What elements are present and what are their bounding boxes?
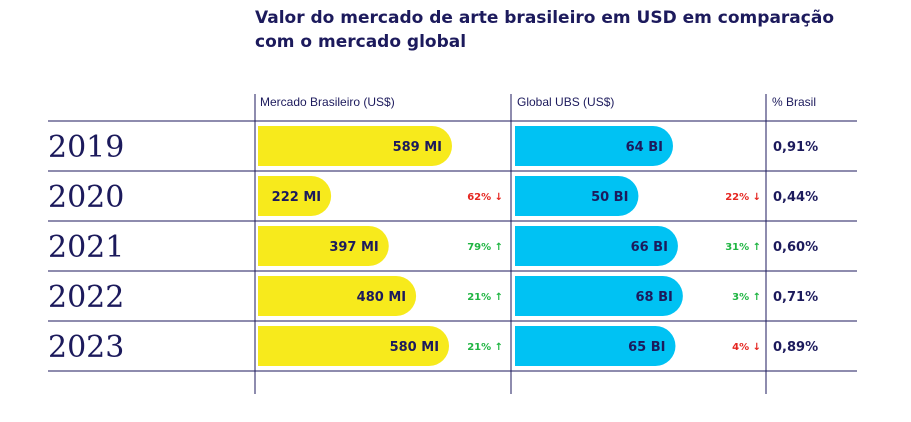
bar-brazil: [258, 126, 452, 166]
share-brazil: 0,71%: [773, 290, 818, 305]
year-label: 2021: [48, 230, 124, 265]
share-brazil: 0,91%: [773, 140, 818, 155]
year-label: 2022: [48, 280, 124, 315]
bar-global: [515, 326, 676, 366]
bar-brazil: [258, 276, 417, 316]
column-header-1: Mercado Brasileiro (US$): [260, 95, 395, 109]
bar-brazil-label: 580 MI: [390, 340, 439, 355]
change-brazil: 21% ↑: [467, 342, 503, 353]
bar-brazil-label: 397 MI: [329, 240, 378, 255]
year-label: 2023: [48, 330, 124, 365]
bar-global-label: 50 BI: [591, 190, 628, 205]
change-global: 3% ↑: [732, 292, 761, 303]
bar-brazil: [258, 176, 332, 216]
bar-global-label: 65 BI: [628, 340, 665, 355]
share-brazil: 0,44%: [773, 190, 818, 205]
bar-global-label: 64 BI: [626, 140, 663, 155]
year-label: 2019: [48, 130, 124, 165]
bar-brazil-label: 480 MI: [357, 290, 406, 305]
bar-global: [515, 226, 678, 266]
bar-global-label: 68 BI: [636, 290, 673, 305]
bar-global-label: 66 BI: [631, 240, 668, 255]
bar-brazil-label: 589 MI: [393, 140, 442, 155]
bar-global: [515, 176, 639, 216]
change-brazil: 21% ↑: [467, 292, 503, 303]
column-headers: Mercado Brasileiro (US$) Global UBS (US$)…: [260, 95, 816, 109]
bar-brazil-label: 222 MI: [272, 190, 321, 205]
bar-brazil: [258, 226, 389, 266]
change-brazil: 62% ↓: [467, 192, 503, 203]
share-brazil: 0,89%: [773, 340, 818, 355]
chart-title: Valor do mercado de arte brasileiro em U…: [255, 8, 834, 52]
chart-rows: 2019 589 MI 64 BI 0,91% 2020 222 MI 50 BI 62% ↓…: [48, 126, 818, 366]
share-brazil: 0,60%: [773, 240, 818, 255]
bar-brazil: [258, 326, 450, 366]
change-global: 4% ↓: [732, 342, 761, 353]
bar-global: [515, 126, 673, 166]
gridlines: [48, 94, 857, 394]
column-header-3: % Brasil: [772, 95, 816, 109]
column-header-2: Global UBS (US$): [517, 95, 614, 109]
bar-global: [515, 276, 683, 316]
change-global: 31% ↑: [725, 242, 761, 253]
change-global: 22% ↓: [725, 192, 761, 203]
year-label: 2020: [48, 180, 124, 215]
change-brazil: 79% ↑: [467, 242, 503, 253]
